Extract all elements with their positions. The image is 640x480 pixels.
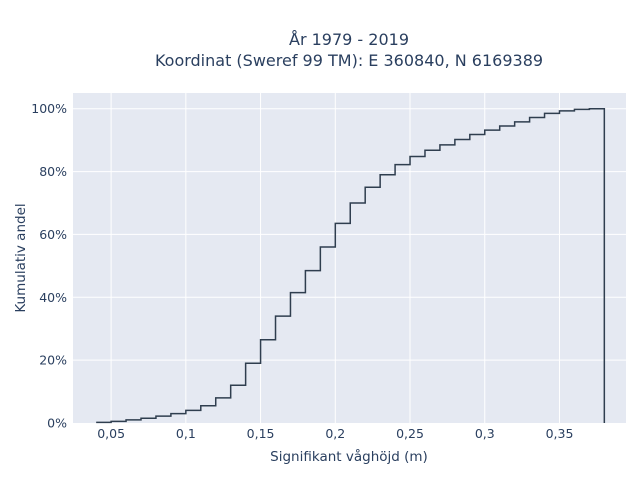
chart-title-line-1: År 1979 - 2019 — [289, 30, 409, 49]
x-tick-label: 0,1 — [176, 426, 196, 441]
x-axis-title: Signifikant våghöjd (m) — [270, 448, 428, 465]
x-gridlines — [110, 93, 560, 423]
cumulative-step-line — [96, 107, 606, 424]
y-tick-label: 60% — [39, 227, 67, 242]
y-gridlines — [73, 108, 626, 361]
y-tick-label: 40% — [39, 290, 67, 305]
y-tick-label: 20% — [39, 353, 67, 368]
plot-area — [73, 93, 626, 423]
chart-title-line-2: Koordinat (Sweref 99 TM): E 360840, N 61… — [155, 51, 543, 70]
x-tick-label: 0,35 — [546, 426, 574, 441]
x-tick-label: 0,15 — [247, 426, 275, 441]
x-tick-label: 0,2 — [325, 426, 345, 441]
x-tick-labels: 0,05 0,1 0,15 0,2 0,25 0,3 0,35 — [97, 426, 573, 441]
x-tick-label: 0,3 — [475, 426, 495, 441]
y-tick-label: 0% — [47, 416, 67, 431]
y-axis-title: Kumulativ andel — [13, 203, 29, 312]
y-tick-label: 80% — [39, 164, 67, 179]
y-tick-label: 100% — [31, 101, 67, 116]
x-tick-label: 0,25 — [396, 426, 424, 441]
x-tick-label: 0,05 — [97, 426, 125, 441]
y-tick-labels: 0% 20% 40% 60% 80% 100% — [31, 101, 67, 430]
